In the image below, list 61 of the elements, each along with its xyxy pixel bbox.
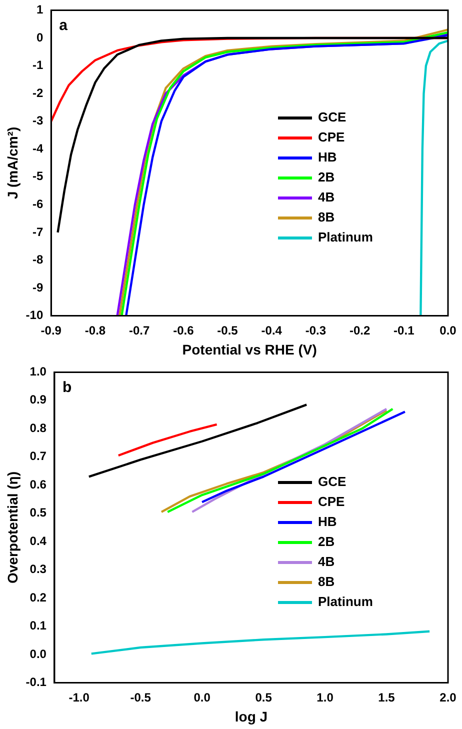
x-tick-label: -0.2 bbox=[349, 323, 370, 338]
x-tick-label: 1.5 bbox=[378, 690, 396, 704]
y-tick-label: -6 bbox=[32, 196, 44, 211]
y-tick-label: -2 bbox=[32, 86, 44, 100]
y-tick-label: 0.3 bbox=[30, 562, 47, 576]
y-tick-label: -4 bbox=[32, 141, 44, 156]
legend-label: Platinum bbox=[318, 594, 373, 610]
y-tick-label: 0.0 bbox=[30, 646, 47, 661]
y-tick-label: 1 bbox=[36, 2, 44, 17]
legend-label: 8B bbox=[318, 574, 335, 590]
y-tick-label: -8 bbox=[32, 252, 44, 267]
x-tick-label: -0.6 bbox=[173, 323, 194, 338]
y-tick-label: 0.7 bbox=[30, 449, 47, 464]
y-tick-label: 0.2 bbox=[30, 590, 47, 604]
x-tick-label: 2.0 bbox=[440, 690, 457, 704]
y-tick-label: 0 bbox=[36, 30, 44, 44]
x-tick-label: -0.9 bbox=[40, 323, 62, 338]
x-tick-label: 0.0 bbox=[440, 323, 457, 338]
y-tick-label: 0.9 bbox=[30, 392, 47, 407]
x-tick-label: -0.4 bbox=[261, 323, 282, 338]
legend-label: 2B bbox=[318, 534, 335, 550]
legend-label: GCE bbox=[318, 474, 346, 490]
x-tick-label: -0.3 bbox=[305, 323, 326, 338]
y-tick-label: 1.0 bbox=[30, 364, 47, 379]
legend-label: Platinum bbox=[318, 230, 373, 245]
x-tick-label: 0.0 bbox=[194, 690, 211, 704]
legend-label: 8B bbox=[318, 210, 335, 225]
legend-label: CPE bbox=[318, 130, 346, 145]
annotation: b bbox=[62, 378, 72, 396]
x-tick-label: 0.5 bbox=[255, 690, 272, 704]
y-tick-label: -10 bbox=[26, 308, 44, 322]
x-tick-label: -0.8 bbox=[84, 323, 106, 338]
y-tick-label: 0.6 bbox=[30, 477, 47, 492]
x-axis-title: log J bbox=[234, 708, 268, 724]
y-tick-label: 0.1 bbox=[30, 618, 47, 633]
x-tick-label: -0.5 bbox=[130, 690, 152, 704]
x-tick-label: -0.1 bbox=[394, 323, 415, 338]
y-tick-label: 0.4 bbox=[30, 534, 47, 548]
y-axis-title: J (mA/cm²) bbox=[4, 126, 20, 200]
x-tick-label: 1.0 bbox=[316, 690, 334, 704]
y-tick-label: -3 bbox=[32, 114, 44, 128]
legend-label: HB bbox=[318, 514, 337, 530]
y-tick-label: -5 bbox=[32, 169, 44, 184]
y-tick-label: -1 bbox=[32, 58, 44, 72]
legend-label: 2B bbox=[318, 170, 335, 185]
y-tick-label: 0.8 bbox=[30, 420, 47, 435]
legend-label: CPE bbox=[318, 494, 346, 510]
legend-label: HB bbox=[318, 150, 337, 165]
annotation: a bbox=[59, 16, 68, 34]
x-tick-label: -0.5 bbox=[217, 323, 238, 338]
y-tick-label: 0.5 bbox=[30, 506, 47, 520]
x-tick-label: -0.7 bbox=[128, 323, 150, 338]
y-tick-label: -0.1 bbox=[26, 675, 47, 690]
legend-label: 4B bbox=[318, 554, 335, 570]
y-tick-label: -7 bbox=[32, 224, 44, 239]
legend-label: 4B bbox=[318, 190, 335, 205]
y-tick-label: -9 bbox=[32, 280, 44, 294]
legend-label: GCE bbox=[318, 110, 346, 125]
x-tick-label: -1.0 bbox=[68, 690, 90, 704]
x-axis-title: Potential vs RHE (V) bbox=[182, 341, 317, 358]
y-axis-title: Overpotential (η) bbox=[4, 471, 20, 584]
